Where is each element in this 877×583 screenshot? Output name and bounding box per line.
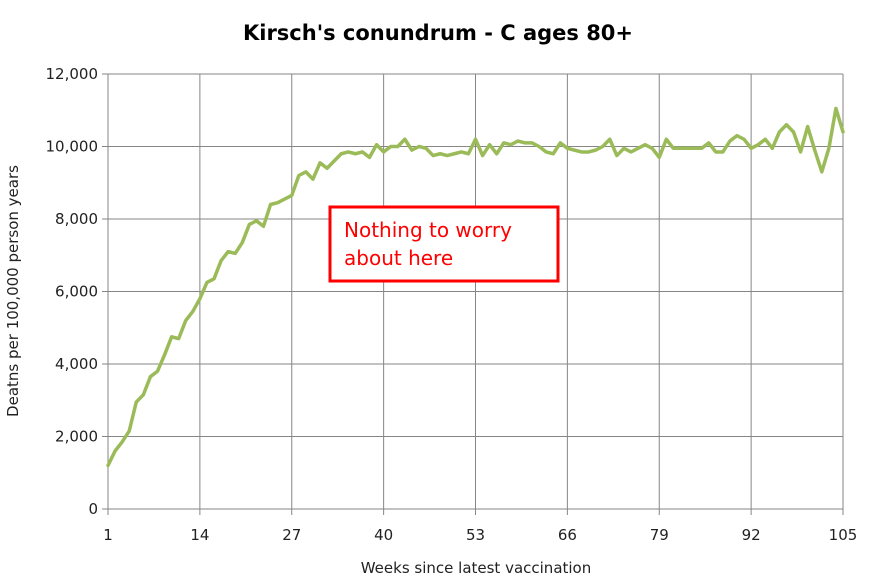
x-tick-label: 92 [742,526,761,544]
y-tick-label: 12,000 [46,65,99,83]
annotation-line-1: Nothing to worry [344,218,512,242]
annotation-box: Nothing to worry about here [328,205,560,283]
x-tick-label: 40 [374,526,393,544]
x-tick-label: 1 [103,526,113,544]
y-tick-label: 8,000 [55,210,98,228]
annotation-border [328,205,560,283]
x-tick-label: 105 [829,526,858,544]
x-tick-label: 79 [650,526,669,544]
y-tick-label: 10,000 [46,138,99,156]
x-axis: 1 14 27 40 53 66 79 92 105 [103,508,858,544]
x-tick-label: 27 [282,526,301,544]
x-tick-label: 66 [558,526,577,544]
chart-title: Kirsch's conundrum - C ages 80+ [243,21,633,45]
series-line [106,106,845,468]
x-tick-label: 14 [190,526,209,544]
y-tick-label: 6,000 [55,283,98,301]
y-axis: 0 2,000 4,000 6,000 8,000 10,000 12,000 [46,65,109,518]
y-tick-label: 2,000 [55,428,98,446]
x-axis-label: Weeks since latest vaccination [361,559,592,577]
y-tick-label: 0 [88,500,98,518]
y-tick-label: 4,000 [55,355,98,373]
x-tick-label: 53 [466,526,485,544]
y-axis-label: Deatns per 100,000 person years [4,165,22,417]
annotation-line-2: about here [344,246,453,270]
